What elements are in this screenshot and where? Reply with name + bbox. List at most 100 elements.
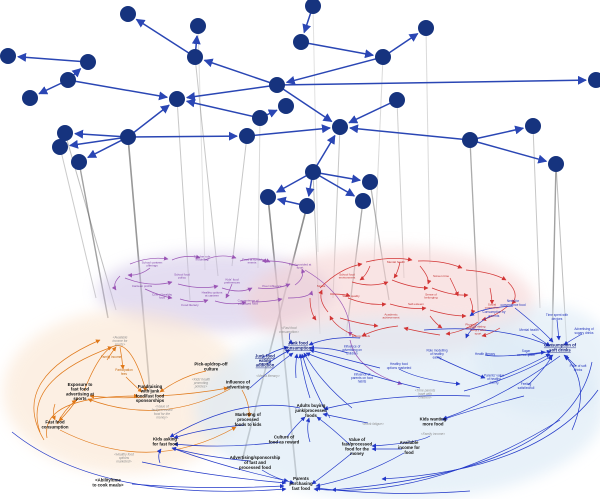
causal-arrow-red — [365, 257, 413, 263]
network-node[interactable] — [362, 174, 378, 190]
diagram-label: Mental health — [387, 260, 405, 264]
diagram-label: <Kids' health promoting policies> — [192, 377, 210, 388]
diagram-label: Junk food consumption — [285, 341, 312, 351]
network-node[interactable] — [389, 92, 405, 108]
diagram-label: Time spent with devices — [546, 313, 568, 321]
causal-arrow-blue — [563, 333, 583, 346]
network-node[interactable] — [239, 128, 255, 144]
causal-arrow-blue — [266, 349, 291, 365]
causal-arrow-blue — [442, 355, 561, 420]
network-node[interactable] — [305, 164, 321, 180]
diagram-label: Price of soft drinks — [570, 364, 587, 372]
causal-arrow-purple — [179, 298, 209, 304]
causal-arrow-purple — [221, 287, 253, 292]
network-node[interactable] — [120, 129, 136, 145]
network-node[interactable] — [57, 125, 73, 141]
diagram-label: Sleep quality — [342, 294, 360, 298]
network-node[interactable] — [169, 91, 185, 107]
diagram-label: Consumption of soft drinks — [544, 343, 577, 353]
diagram-label: Academic achievement — [382, 312, 399, 319]
layer-connector-line — [59, 146, 97, 299]
causal-arrow-red — [329, 292, 351, 297]
layer-connector-line — [373, 56, 384, 263]
diagram-label: Available income for food — [398, 440, 420, 455]
network-edge — [127, 104, 170, 138]
network-edge — [203, 58, 278, 86]
causal-arrow-purple — [144, 288, 173, 300]
diagram-label: <Healthy food options marketed> — [114, 452, 134, 463]
network-node[interactable] — [269, 77, 285, 93]
causal-arrow-red — [339, 317, 379, 328]
diagram-label: Influence of advertising — [226, 380, 251, 390]
diagram-label: Health literacy — [475, 352, 496, 356]
diagram-label: Mental health — [519, 328, 538, 332]
network-edge — [186, 84, 278, 101]
diagram-label: Food literacy — [181, 303, 199, 307]
network-node[interactable] — [187, 49, 203, 65]
diagram-label: Influence of advertising on children — [342, 344, 362, 355]
network-node[interactable] — [548, 156, 564, 172]
network-edge — [469, 139, 548, 164]
causal-arrow-orange — [58, 397, 79, 422]
causal-arrow-purple — [124, 277, 173, 286]
causal-arrow-blue — [463, 354, 554, 392]
diagram-label: School food environment — [339, 272, 356, 279]
causal-arrow-purple — [287, 290, 314, 299]
causal-arrow-blue — [311, 452, 353, 485]
network-node[interactable] — [252, 110, 268, 126]
causal-arrow-blue — [288, 332, 294, 345]
causal-arrow-purple — [127, 267, 151, 278]
network-node[interactable] — [190, 18, 206, 34]
network-node[interactable] — [80, 54, 96, 70]
diagram-label: Teacher role modelling — [194, 254, 211, 261]
network-node[interactable] — [120, 6, 136, 22]
layer-connector-line — [532, 125, 541, 309]
diagram-label: School canteen offerings — [142, 260, 163, 267]
causal-arrow-blue — [309, 345, 349, 354]
diagram-label: Healthy food options marketed — [387, 362, 412, 370]
diagram-label: Exposure to fast food advertising at sports — [66, 382, 95, 401]
network-node[interactable] — [525, 118, 541, 134]
network-node[interactable] — [278, 98, 294, 114]
network-node[interactable] — [293, 34, 309, 50]
network-node[interactable] — [588, 72, 600, 88]
network-node[interactable] — [60, 72, 76, 88]
network-node[interactable] — [71, 154, 87, 170]
network-node[interactable] — [305, 0, 321, 14]
diagram-label: Pick-up/drop-off culture — [194, 362, 228, 372]
layer-connector-line — [425, 27, 431, 265]
diagram-label: Kids asking for fast food — [152, 437, 177, 447]
network-node[interactable] — [418, 20, 434, 36]
network-node[interactable] — [299, 198, 315, 214]
diagram-label: Parents' value of healthy eating — [484, 373, 504, 384]
causal-arrow-purple — [171, 254, 201, 261]
causal-arrow-blue — [436, 356, 486, 379]
network-node[interactable] — [355, 193, 371, 209]
causal-arrow-blue — [564, 355, 581, 431]
network-node[interactable] — [375, 49, 391, 65]
network-node[interactable] — [462, 132, 478, 148]
network-node[interactable] — [332, 119, 348, 135]
network-node[interactable] — [260, 189, 276, 205]
network-edge — [185, 98, 261, 119]
diagram-label: Kids eating hungry after sport — [470, 325, 486, 336]
diagram-label: Sugar consumption — [517, 349, 535, 357]
causal-arrow-blue — [11, 431, 287, 492]
network-node[interactable] — [22, 90, 38, 106]
network-node[interactable] — [52, 139, 68, 155]
network-node[interactable] — [0, 48, 16, 64]
diagram-label: Marketing of processed foods to kids — [235, 412, 262, 427]
diagram-label: Adults buying junk/processed foods — [294, 403, 327, 418]
causal-arrow-blue — [441, 395, 525, 421]
causal-arrow-orange — [159, 370, 207, 393]
causal-arrow-red — [403, 326, 441, 336]
causal-arrow-purple — [225, 283, 233, 299]
diagram-label: Food provided at sport — [289, 262, 312, 269]
causal-arrow-purple — [251, 297, 283, 303]
diagram-label: Convenience of packaged food — [238, 298, 259, 305]
causal-arrow-blue — [303, 352, 353, 409]
cluster-blob — [3, 310, 247, 474]
causal-arrow-purple — [257, 283, 291, 289]
